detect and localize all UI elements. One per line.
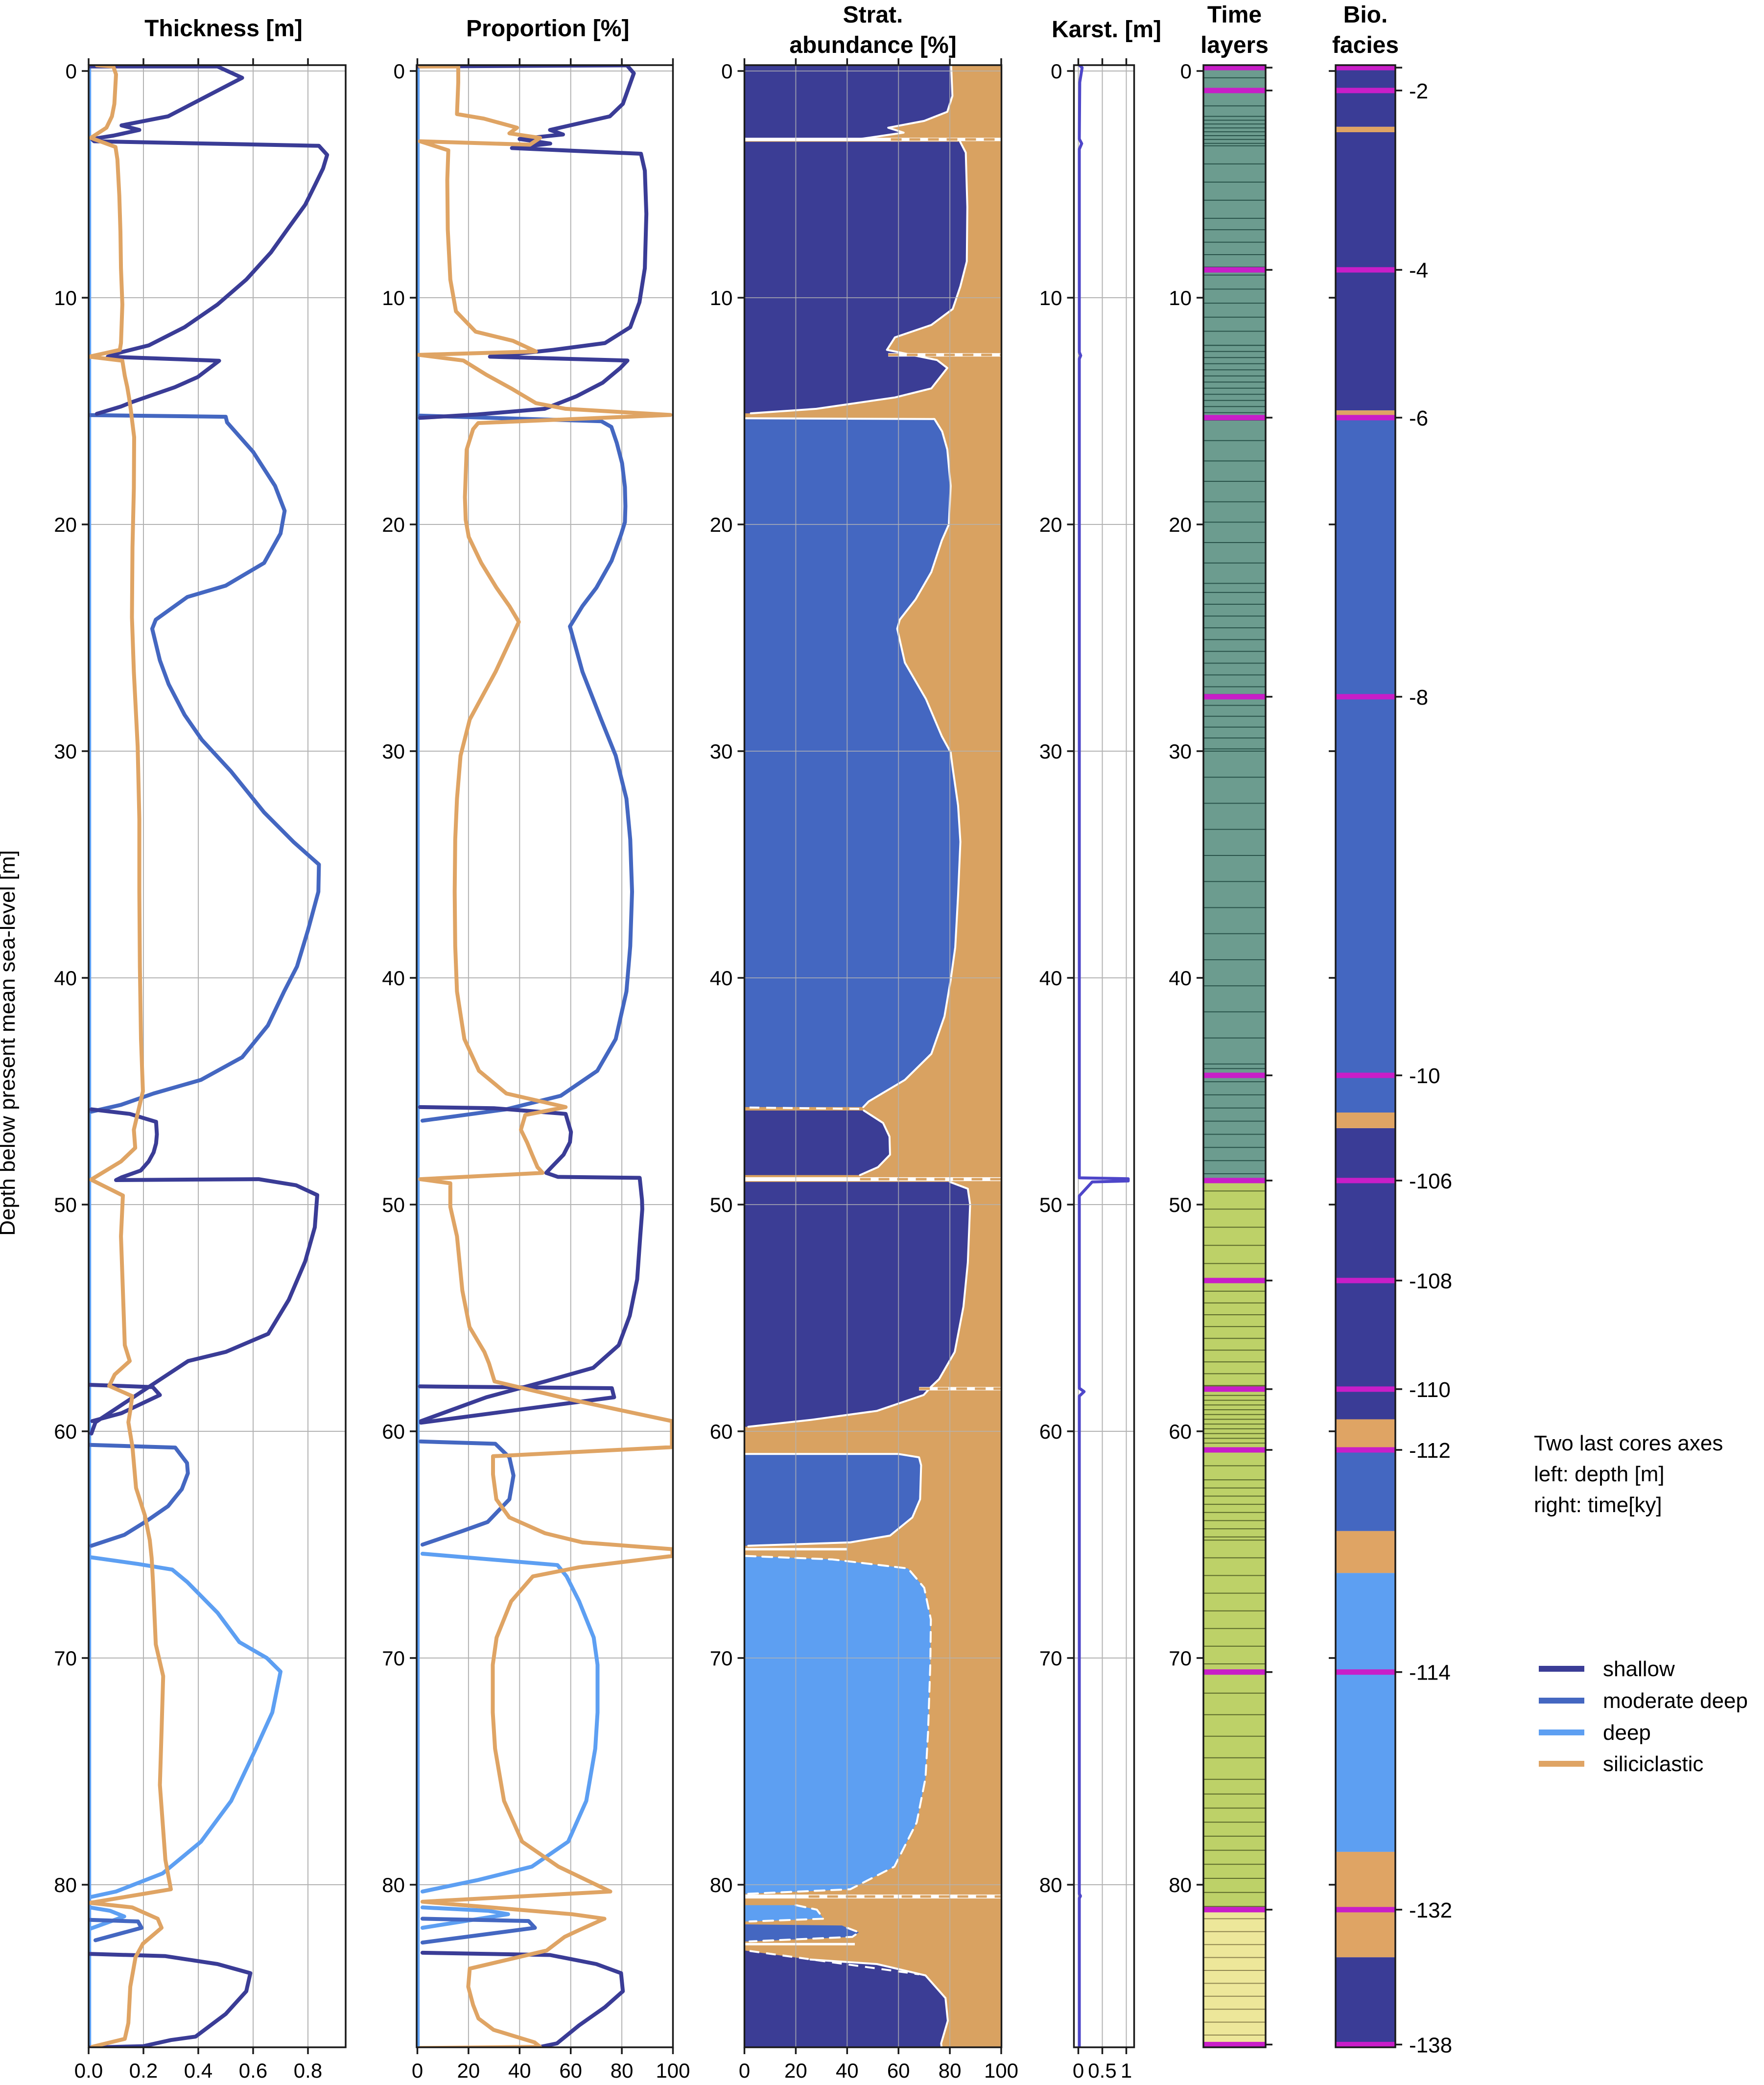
svg-text:siliciclastic: siliciclastic	[1603, 1752, 1703, 1776]
svg-text:0.8: 0.8	[294, 2059, 322, 2082]
svg-text:40: 40	[1039, 967, 1062, 990]
svg-text:10: 10	[1039, 286, 1062, 309]
svg-text:-112: -112	[1409, 1439, 1451, 1463]
svg-text:-106: -106	[1409, 1169, 1452, 1193]
svg-text:30: 30	[1039, 740, 1062, 763]
svg-text:70: 70	[54, 1647, 77, 1670]
svg-text:-108: -108	[1409, 1269, 1452, 1293]
svg-text:20: 20	[784, 2059, 807, 2082]
svg-text:80: 80	[1039, 1873, 1062, 1896]
svg-text:80: 80	[1169, 1873, 1192, 1896]
svg-text:70: 70	[1169, 1647, 1192, 1670]
svg-text:80: 80	[382, 1873, 405, 1896]
svg-text:0: 0	[394, 60, 405, 83]
svg-text:-8: -8	[1409, 686, 1428, 710]
svg-text:10: 10	[710, 286, 733, 309]
svg-text:40: 40	[1169, 967, 1192, 990]
svg-text:40: 40	[710, 967, 733, 990]
svg-text:60: 60	[559, 2059, 582, 2082]
svg-text:0.0: 0.0	[74, 2059, 103, 2082]
svg-text:1: 1	[1121, 2059, 1132, 2082]
svg-text:20: 20	[382, 513, 405, 536]
svg-text:60: 60	[54, 1420, 77, 1443]
svg-text:10: 10	[382, 286, 405, 309]
svg-text:0.5: 0.5	[1088, 2059, 1116, 2082]
svg-text:Proportion [%]: Proportion [%]	[466, 16, 629, 42]
svg-text:50: 50	[1039, 1193, 1062, 1216]
svg-text:-4: -4	[1409, 259, 1428, 283]
svg-text:-10: -10	[1409, 1064, 1440, 1088]
svg-text:70: 70	[1039, 1647, 1062, 1670]
svg-text:0.2: 0.2	[129, 2059, 158, 2082]
svg-text:0: 0	[1051, 60, 1062, 83]
svg-text:0.4: 0.4	[184, 2059, 212, 2082]
svg-text:0: 0	[1180, 60, 1192, 83]
svg-text:50: 50	[382, 1193, 405, 1216]
svg-text:20: 20	[457, 2059, 480, 2082]
svg-text:80: 80	[939, 2059, 962, 2082]
svg-text:Karst. [m]: Karst. [m]	[1052, 17, 1161, 43]
svg-text:-114: -114	[1409, 1661, 1451, 1685]
svg-text:60: 60	[382, 1420, 405, 1443]
svg-text:-6: -6	[1409, 406, 1428, 430]
svg-text:20: 20	[710, 513, 733, 536]
svg-text:0: 0	[721, 60, 732, 83]
svg-text:60: 60	[1039, 1420, 1062, 1443]
svg-text:20: 20	[54, 513, 77, 536]
svg-text:50: 50	[54, 1193, 77, 1216]
svg-text:-132: -132	[1409, 1898, 1452, 1922]
svg-text:70: 70	[382, 1647, 405, 1670]
svg-text:40: 40	[508, 2059, 531, 2082]
svg-text:Strat.: Strat.	[843, 2, 903, 28]
svg-text:Two last cores axes: Two last cores axes	[1534, 1431, 1723, 1455]
svg-text:0: 0	[412, 2059, 423, 2082]
svg-text:40: 40	[54, 967, 77, 990]
svg-text:deep: deep	[1603, 1721, 1651, 1745]
svg-text:shallow: shallow	[1603, 1657, 1675, 1681]
svg-text:60: 60	[1169, 1420, 1192, 1443]
svg-text:moderate deep: moderate deep	[1603, 1689, 1748, 1713]
svg-text:0.6: 0.6	[239, 2059, 267, 2082]
svg-text:facies: facies	[1332, 32, 1399, 58]
svg-text:70: 70	[710, 1647, 733, 1670]
svg-text:30: 30	[382, 740, 405, 763]
svg-text:50: 50	[710, 1193, 733, 1216]
svg-text:right: time[ky]: right: time[ky]	[1534, 1493, 1662, 1517]
svg-text:0: 0	[1073, 2059, 1084, 2082]
svg-text:100: 100	[984, 2059, 1018, 2082]
svg-text:-110: -110	[1409, 1378, 1451, 1402]
svg-text:80: 80	[710, 1873, 733, 1896]
svg-text:abundance [%]: abundance [%]	[789, 32, 956, 58]
svg-text:60: 60	[887, 2059, 910, 2082]
svg-text:50: 50	[1169, 1193, 1192, 1216]
svg-text:40: 40	[836, 2059, 859, 2082]
svg-text:10: 10	[54, 286, 77, 309]
svg-text:Depth below present mean sea-l: Depth below present mean sea-level [m]	[0, 850, 20, 1236]
svg-text:0: 0	[739, 2059, 750, 2082]
svg-text:Thickness [m]: Thickness [m]	[144, 16, 303, 42]
svg-text:-138: -138	[1409, 2033, 1452, 2057]
svg-text:80: 80	[54, 1873, 77, 1896]
svg-text:30: 30	[710, 740, 733, 763]
svg-text:40: 40	[382, 967, 405, 990]
svg-text:layers: layers	[1200, 32, 1269, 58]
svg-text:20: 20	[1039, 513, 1062, 536]
svg-text:Bio.: Bio.	[1343, 2, 1388, 28]
svg-text:Time: Time	[1207, 2, 1262, 28]
svg-text:30: 30	[54, 740, 77, 763]
svg-text:0: 0	[66, 60, 77, 83]
svg-text:10: 10	[1169, 286, 1192, 309]
svg-text:30: 30	[1169, 740, 1192, 763]
svg-text:20: 20	[1169, 513, 1192, 536]
svg-text:left: depth [m]: left: depth [m]	[1534, 1462, 1665, 1486]
svg-text:100: 100	[656, 2059, 690, 2082]
svg-text:60: 60	[710, 1420, 733, 1443]
svg-text:80: 80	[611, 2059, 634, 2082]
svg-text:-2: -2	[1409, 79, 1428, 103]
